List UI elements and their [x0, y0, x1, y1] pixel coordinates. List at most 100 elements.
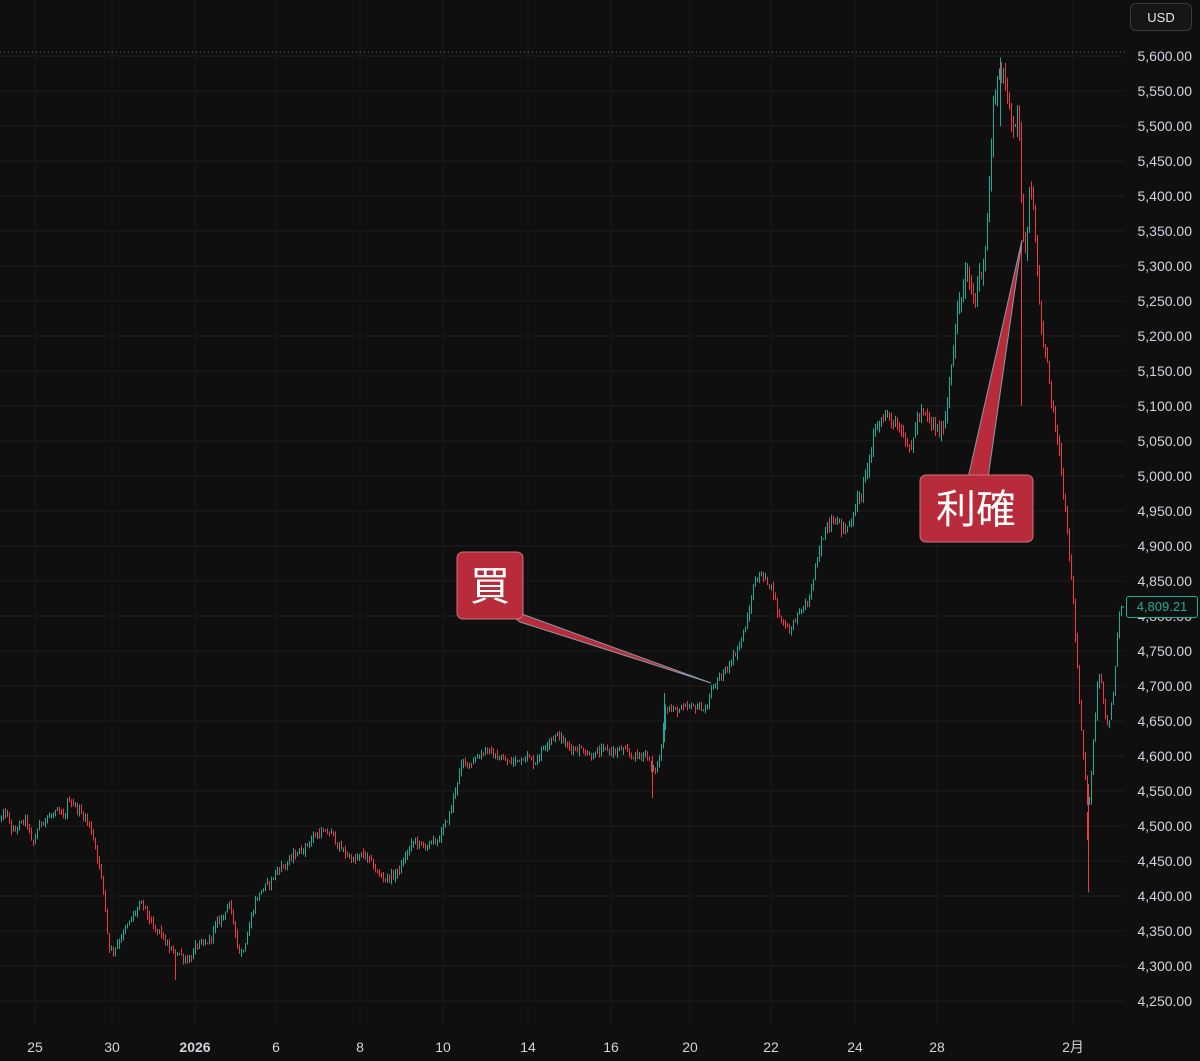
candle-body [1109, 719, 1110, 724]
candle-body [1075, 602, 1076, 638]
take-profit-callout[interactable]: 利確 [919, 239, 1034, 543]
candle-body [675, 707, 676, 709]
candle-body [953, 348, 954, 365]
candle-body [261, 891, 262, 893]
candle-body [197, 944, 198, 947]
candle-body [653, 769, 654, 771]
price-axis[interactable]: 4,250.00 4,300.00 4,350.00 4,400.00 4,450.00… [1138, 48, 1193, 1009]
candle-body [863, 481, 864, 496]
candle-body [1095, 716, 1096, 740]
candle-body [91, 824, 92, 833]
candle-body [979, 271, 980, 288]
candle-body [377, 870, 378, 872]
candle-body [75, 804, 76, 806]
candle-body [241, 951, 242, 954]
buy-callout[interactable]: 買 [456, 551, 712, 684]
price-tick-label: 5,550.00 [1138, 83, 1193, 99]
candle-body [291, 857, 292, 859]
candle-body [309, 843, 310, 845]
candle-body [677, 708, 678, 713]
price-tick-label: 5,150.00 [1138, 363, 1193, 379]
candle-body [423, 844, 424, 847]
candle-body [685, 705, 686, 707]
candle-body [669, 708, 670, 710]
candle-body [283, 865, 284, 867]
candle-body [305, 844, 306, 853]
candle-body [315, 836, 316, 838]
candle-body [33, 840, 34, 843]
candle-body [993, 100, 994, 146]
candle-body [549, 741, 550, 746]
candle-body [345, 849, 346, 855]
candle-body [1113, 693, 1114, 705]
candle-body [405, 855, 406, 863]
candle-body [551, 738, 552, 742]
candle-body [833, 521, 834, 524]
candle-body [709, 697, 710, 708]
candle-body [849, 523, 850, 527]
candle-body [545, 747, 546, 749]
candle-body [657, 763, 658, 770]
candle-body [927, 414, 928, 417]
candle-body [7, 813, 8, 816]
candle-body [839, 518, 840, 520]
candle-body [247, 935, 248, 945]
candle-body [109, 933, 110, 950]
candle-body [175, 949, 176, 954]
candle-body [245, 944, 246, 952]
candle-body [911, 446, 912, 448]
candle-body [791, 626, 792, 632]
candle-body [867, 470, 868, 473]
candle-body [843, 526, 844, 530]
candle-body [235, 921, 236, 934]
candle-body [231, 903, 232, 911]
candle-body [255, 900, 256, 911]
candle-body [1025, 232, 1026, 251]
candle-body [607, 747, 608, 751]
candle-body [851, 521, 852, 524]
candle-body [861, 493, 862, 496]
candle-body [89, 821, 90, 825]
candle-body [161, 929, 162, 935]
candle-body [141, 901, 142, 904]
currency-selector[interactable]: USD [1130, 3, 1192, 31]
candle-body [351, 855, 352, 862]
time-tick-label: 20 [682, 1039, 698, 1055]
candle-body [995, 98, 996, 101]
time-axis[interactable]: 25 30 2026 6 8 10 14 16 20 22 24 28 2月 [27, 1039, 1084, 1055]
candle-body [293, 852, 294, 859]
candle-body [107, 909, 108, 934]
candle-body [131, 918, 132, 921]
candle-body [661, 746, 662, 759]
candle-body [561, 736, 562, 740]
time-tick-label: 16 [603, 1039, 619, 1055]
candle-body [419, 841, 420, 845]
candle-body [1031, 192, 1032, 195]
candle-body [29, 825, 30, 831]
candle-body [69, 800, 70, 802]
candle-body [233, 910, 234, 922]
candle-body [137, 908, 138, 913]
candle-body [821, 539, 822, 551]
candle-body [481, 753, 482, 757]
candle-body [947, 404, 948, 418]
candle-body [959, 304, 960, 311]
candle-body [623, 748, 624, 751]
candle-body [505, 758, 506, 762]
candle-body [801, 609, 802, 611]
candle-body [1007, 80, 1008, 94]
candle-body [697, 707, 698, 710]
candle-body [555, 735, 556, 740]
candle-body [287, 863, 288, 867]
candle-body [371, 858, 372, 860]
candle-body [795, 621, 796, 623]
candle-body [631, 754, 632, 757]
candle-body [35, 837, 36, 843]
candle-body [367, 855, 368, 859]
candle-body [889, 412, 890, 418]
candle-body [813, 578, 814, 587]
candle-body [451, 808, 452, 813]
candle-body [445, 821, 446, 827]
candle-body [787, 626, 788, 628]
